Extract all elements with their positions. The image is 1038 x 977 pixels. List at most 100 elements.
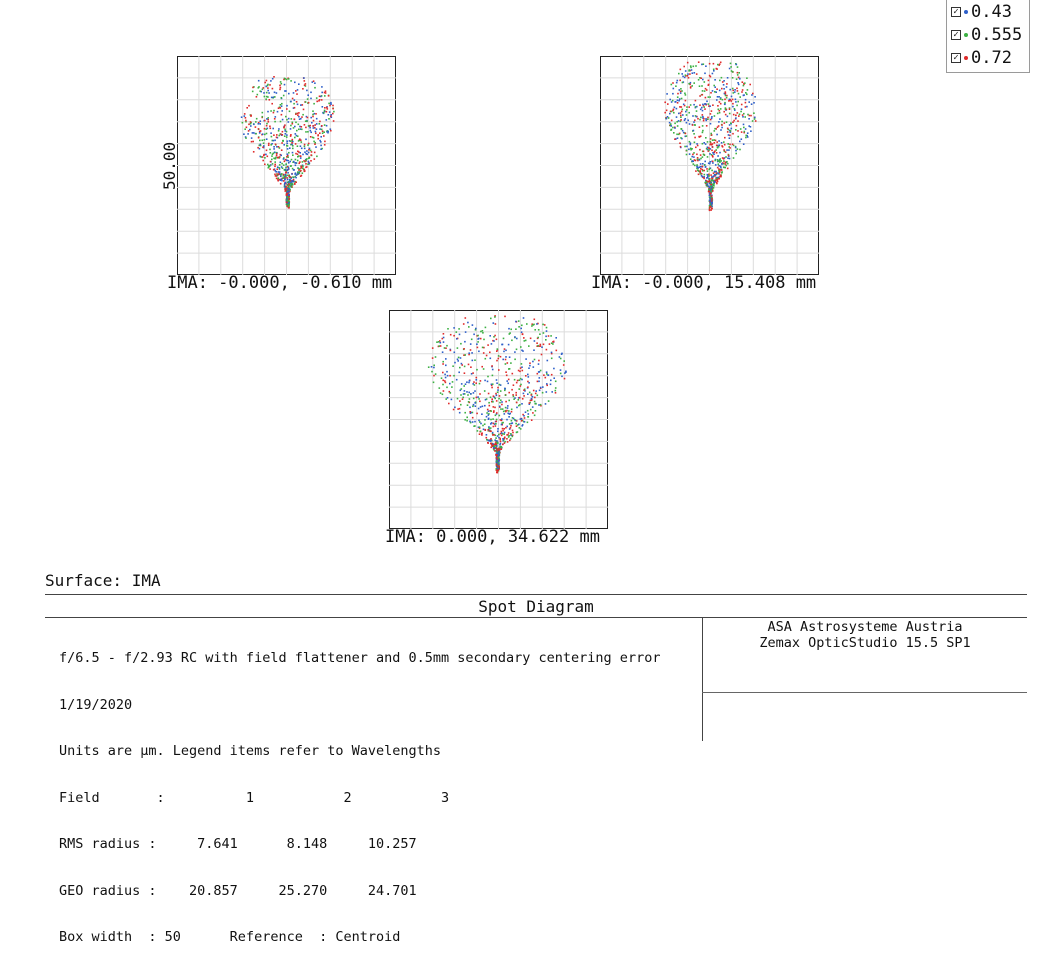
ray-point: [553, 377, 555, 379]
ray-point: [490, 443, 493, 445]
ray-point: [670, 119, 673, 122]
ray-point: [285, 78, 288, 81]
ray-point: [683, 119, 686, 121]
ray-point: [718, 121, 720, 123]
ray-point: [701, 109, 704, 112]
ray-point: [323, 111, 325, 114]
ray-point: [737, 130, 739, 132]
legend-checkbox-icon[interactable]: ✓: [951, 6, 961, 17]
ray-point: [444, 373, 446, 376]
ray-point: [705, 119, 707, 122]
ray-point: [743, 112, 745, 115]
ray-point: [284, 90, 286, 92]
ray-point: [715, 128, 717, 130]
ray-point: [730, 95, 733, 98]
ray-point: [252, 86, 254, 89]
ray-point: [484, 429, 486, 431]
ray-point: [507, 432, 510, 434]
legend-item-wavelength-3[interactable]: ✓ 0.72: [947, 46, 1029, 69]
ray-point: [725, 121, 728, 123]
ray-point: [495, 453, 498, 455]
ray-point: [305, 160, 307, 162]
ray-point: [284, 182, 286, 184]
ray-point: [500, 434, 503, 437]
legend-checkbox-icon[interactable]: ✓: [951, 52, 961, 63]
ray-point: [299, 145, 302, 147]
ray-point: [261, 115, 264, 118]
legend-checkbox-icon[interactable]: ✓: [951, 29, 961, 40]
ray-point: [709, 181, 712, 183]
ray-point: [265, 128, 268, 130]
ray-point: [309, 149, 312, 152]
ray-point: [516, 406, 518, 409]
ray-point: [496, 465, 498, 468]
ray-point: [427, 366, 430, 368]
ray-point: [714, 91, 716, 93]
legend-item-wavelength-1[interactable]: ✓ 0.43: [947, 0, 1029, 23]
ray-point: [680, 137, 682, 139]
ray-point: [701, 106, 703, 109]
ray-point: [702, 150, 705, 153]
ray-point: [290, 177, 292, 179]
ray-point: [710, 209, 712, 211]
ray-point: [681, 129, 684, 132]
ray-point: [498, 436, 500, 439]
ray-point: [514, 419, 517, 422]
ray-point: [464, 317, 467, 319]
ray-point: [496, 468, 499, 471]
ray-point: [298, 162, 300, 165]
ray-point: [492, 411, 495, 413]
ray-point: [723, 163, 725, 165]
ray-point: [695, 115, 698, 118]
ray-point: [457, 360, 459, 362]
ray-point: [264, 133, 266, 136]
ray-point: [278, 156, 281, 158]
ray-point: [519, 428, 522, 430]
legend-item-wavelength-2[interactable]: ✓ 0.555: [947, 23, 1029, 46]
ray-point: [267, 117, 269, 119]
ray-point: [496, 458, 499, 460]
ray-point: [284, 158, 287, 161]
ray-point: [484, 326, 487, 329]
ray-point: [673, 111, 675, 114]
ray-point: [494, 434, 496, 437]
ray-point: [305, 126, 307, 129]
ray-point: [293, 169, 295, 171]
ray-point: [491, 386, 493, 389]
ray-point: [298, 168, 301, 170]
ray-point: [515, 425, 518, 427]
ray-point: [301, 172, 304, 174]
ray-point: [689, 104, 692, 106]
ray-point: [512, 431, 514, 434]
ray-point: [550, 342, 553, 344]
ray-point: [705, 103, 707, 106]
ray-point: [711, 207, 713, 210]
ray-point: [249, 128, 251, 131]
ray-point: [494, 315, 496, 317]
ray-point: [494, 450, 496, 452]
ray-point: [679, 120, 682, 123]
ray-point: [271, 87, 274, 90]
ray-point: [515, 381, 518, 384]
ray-point: [521, 324, 523, 327]
ray-point: [320, 148, 322, 150]
ray-point: [288, 195, 290, 198]
ray-point: [701, 114, 704, 116]
ray-point: [542, 386, 544, 388]
ray-point: [278, 157, 281, 159]
ray-point: [745, 134, 747, 137]
ray-point: [710, 199, 713, 201]
ray-point: [472, 403, 475, 406]
ray-point: [442, 371, 444, 374]
ray-point: [283, 183, 286, 186]
ray-point: [491, 431, 494, 434]
ray-point: [697, 117, 699, 120]
ray-point: [740, 131, 743, 133]
ray-point: [678, 98, 681, 100]
ray-point: [458, 407, 461, 410]
ray-point: [300, 104, 302, 106]
ray-point: [271, 155, 273, 157]
ray-point: [522, 392, 525, 395]
ray-point: [275, 153, 278, 155]
ray-point: [702, 117, 704, 119]
